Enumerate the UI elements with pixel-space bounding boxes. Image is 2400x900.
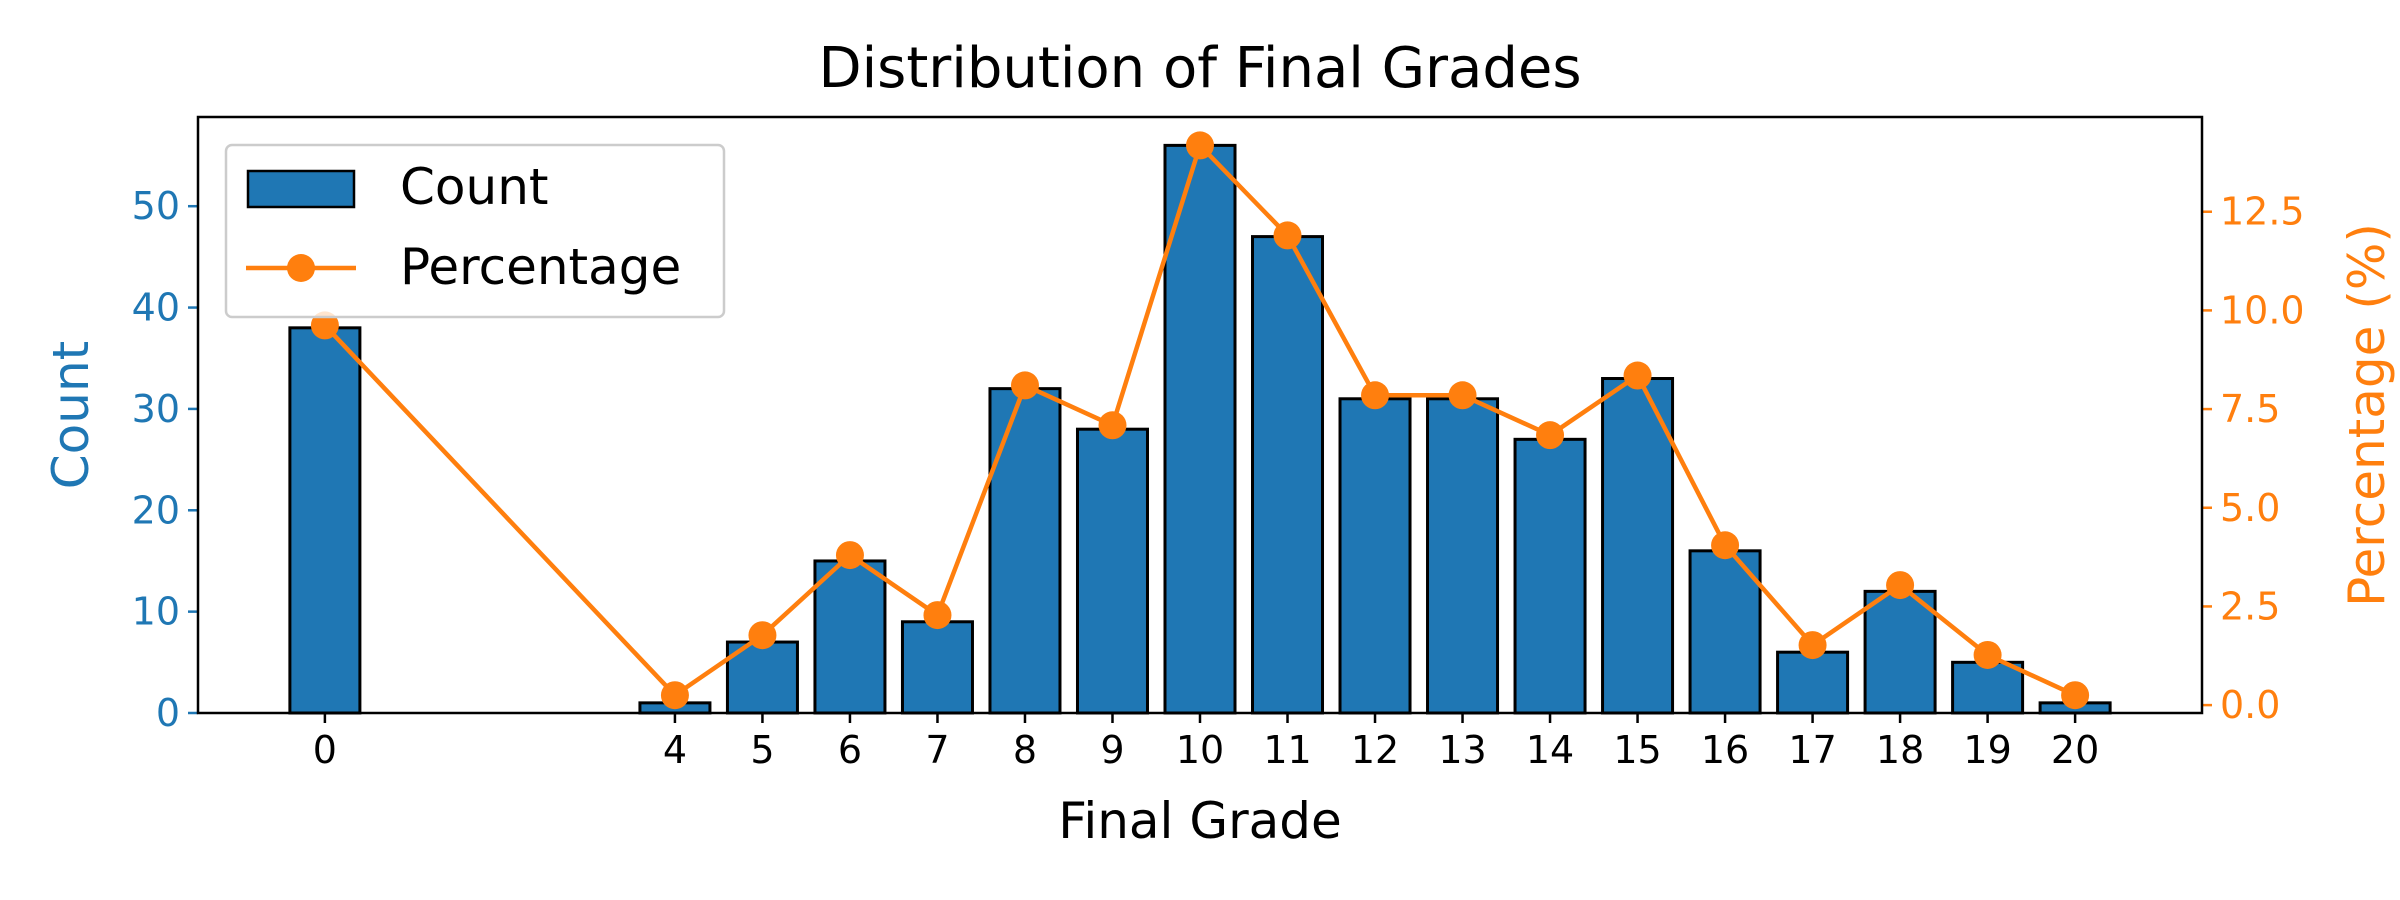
bar-grade-12 — [1338, 397, 1412, 715]
percentage-point-grade-5 — [748, 621, 777, 650]
y-right-tick-label-5: 12.5 — [2220, 190, 2305, 234]
y-left-tick-label-20: 20 — [132, 488, 180, 532]
y-left-tick-label-10: 10 — [132, 590, 180, 634]
bar-grade-11 — [1251, 235, 1325, 715]
y-right-tick-label-4: 10.0 — [2220, 288, 2305, 332]
x-axis-label: Final Grade — [1058, 792, 1342, 850]
x-tick-label-7: 7 — [925, 728, 949, 772]
legend-marker-percentage — [287, 254, 315, 282]
percentage-point-grade-9 — [1098, 411, 1127, 440]
percentage-point-grade-11 — [1273, 221, 1302, 250]
y-left-tick-label-40: 40 — [132, 286, 180, 330]
y-axis-label-left: Count — [42, 341, 100, 490]
legend-label-percentage: Percentage — [400, 238, 681, 296]
bar-grade-6 — [813, 559, 887, 715]
line-series-percentage — [310, 131, 2090, 710]
bar-grade-18 — [1863, 589, 1937, 715]
percentage-point-grade-10 — [1186, 131, 1214, 160]
x-tick-label-15: 15 — [1613, 728, 1661, 772]
bar-grade-7 — [900, 620, 974, 715]
x-tick-label-17: 17 — [1788, 728, 1836, 772]
percentage-point-grade-19 — [1973, 640, 2002, 669]
bar-grade-13 — [1426, 397, 1500, 715]
percentage-point-grade-16 — [1711, 531, 1740, 560]
percentage-line — [323, 143, 2077, 698]
legend-swatch-count — [246, 169, 356, 209]
chart-legend: Count Percentage — [224, 143, 726, 319]
y-axis-right: 0.0 2.5 5.0 7.5 10.0 12.5 — [2202, 190, 2305, 727]
y-right-tick-label-2: 5.0 — [2220, 486, 2280, 530]
y-left-tick-label-50: 50 — [132, 184, 180, 228]
chart-title: Distribution of Final Grades — [818, 36, 1581, 101]
percentage-point-grade-17 — [1798, 631, 1827, 660]
plot-frame — [196, 115, 2204, 715]
bar-grade-9 — [1075, 427, 1149, 715]
legend-label-count: Count — [400, 158, 549, 216]
percentage-point-grade-6 — [835, 541, 864, 570]
percentage-point-grade-8 — [1010, 371, 1039, 400]
y-right-tick-label-0: 0.0 — [2220, 683, 2280, 727]
x-tick-label-6: 6 — [838, 728, 862, 772]
y-axis-left: 0 10 20 30 40 50 — [132, 184, 198, 735]
x-tick-label-8: 8 — [1013, 728, 1037, 772]
x-tick-label-4: 4 — [663, 728, 687, 772]
x-tick-label-19: 19 — [1963, 728, 2011, 772]
x-tick-label-18: 18 — [1876, 728, 1924, 772]
percentage-point-grade-13 — [1448, 381, 1477, 410]
x-tick-label-16: 16 — [1701, 728, 1749, 772]
percentage-point-grade-0 — [310, 311, 339, 340]
x-tick-label-13: 13 — [1438, 728, 1486, 772]
percentage-point-grade-18 — [1886, 571, 1915, 600]
x-tick-label-5: 5 — [750, 728, 774, 772]
percentage-point-grade-4 — [660, 681, 689, 710]
x-tick-label-10: 10 — [1176, 728, 1224, 772]
percentage-point-grade-12 — [1361, 381, 1390, 410]
y-axis-label-right: Percentage (%) — [2338, 223, 2396, 607]
percentage-point-grade-14 — [1536, 421, 1565, 450]
x-tick-label-11: 11 — [1263, 728, 1311, 772]
y-left-tick-label-0: 0 — [156, 691, 180, 735]
x-tick-label-0: 0 — [313, 728, 337, 772]
bar-series-count — [288, 143, 2112, 715]
x-tick-label-9: 9 — [1100, 728, 1124, 772]
x-tick-label-12: 12 — [1351, 728, 1399, 772]
bar-grade-17 — [1776, 650, 1850, 715]
y-right-tick-label-1: 2.5 — [2220, 584, 2280, 628]
bar-grade-16 — [1688, 549, 1762, 715]
x-tick-label-14: 14 — [1526, 728, 1574, 772]
bar-grade-15 — [1601, 377, 1675, 715]
percentage-point-grade-20 — [2061, 681, 2090, 710]
bar-grade-19 — [1951, 660, 2025, 715]
bar-grade-0 — [288, 326, 362, 715]
x-axis: 0 4 5 6 7 8 9 10 11 12 13 14 15 16 17 18 19 20 — [313, 713, 2099, 772]
y-right-tick-label-3: 7.5 — [2220, 387, 2280, 431]
bar-grade-14 — [1513, 437, 1587, 715]
x-tick-label-20: 20 — [2051, 728, 2099, 772]
y-left-tick-label-30: 30 — [132, 387, 180, 431]
percentage-point-grade-7 — [923, 601, 952, 630]
bar-grade-8 — [988, 387, 1062, 715]
percentage-point-grade-15 — [1623, 361, 1652, 390]
